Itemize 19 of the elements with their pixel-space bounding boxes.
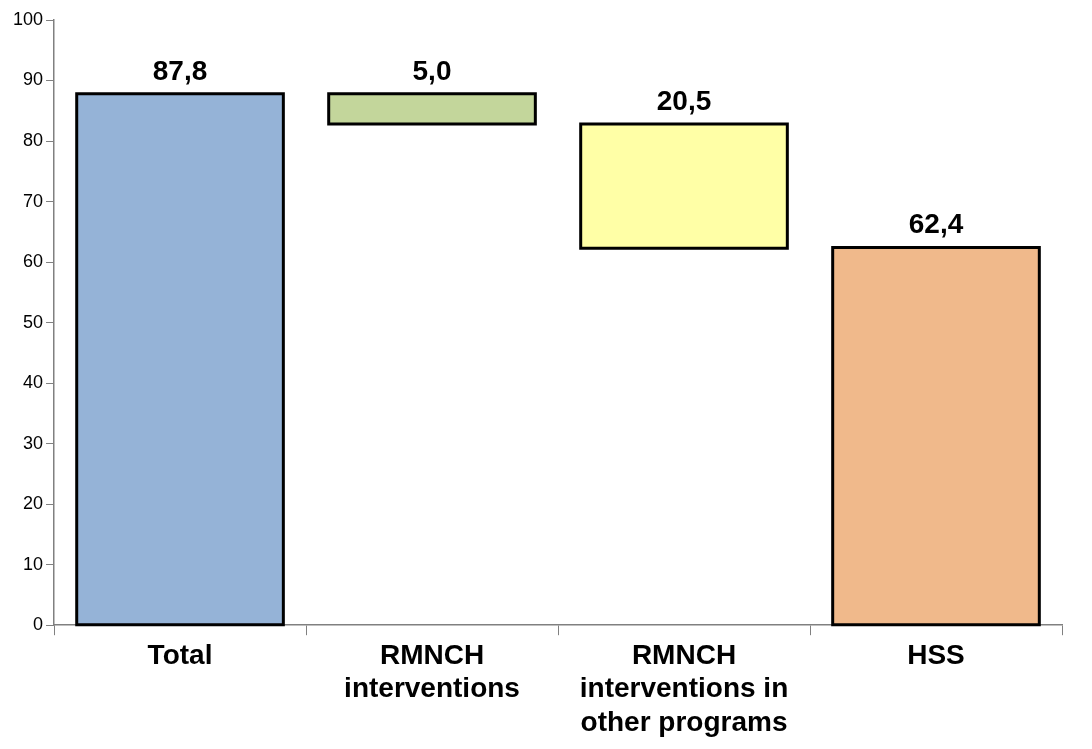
y-tick-label: 40 (23, 372, 44, 393)
data-label: 20,5 (656, 84, 712, 116)
y-tick-label: 10 (23, 553, 44, 574)
y-tick-label: 80 (23, 130, 44, 151)
y-tick-label: 0 (33, 614, 44, 635)
y-tick-label: 90 (23, 69, 44, 90)
data-label: 87,8 (152, 54, 208, 86)
y-tick-label: 100 (12, 8, 44, 29)
y-tick-label: 20 (23, 493, 44, 514)
y-tick-label: 70 (23, 190, 44, 211)
x-tick-label: RMNCH interventions in other programs (579, 638, 789, 737)
x-tick-label: Total (147, 638, 213, 670)
x-tick-label: HSS (907, 638, 965, 670)
y-tick-label: 30 (23, 432, 44, 453)
x-tick-label: RMNCH interventions (344, 638, 520, 704)
data-label: 62,4 (908, 208, 964, 240)
y-tick-label: 50 (23, 311, 44, 332)
data-label: 5,0 (412, 54, 452, 86)
y-tick-label: 60 (23, 251, 44, 272)
